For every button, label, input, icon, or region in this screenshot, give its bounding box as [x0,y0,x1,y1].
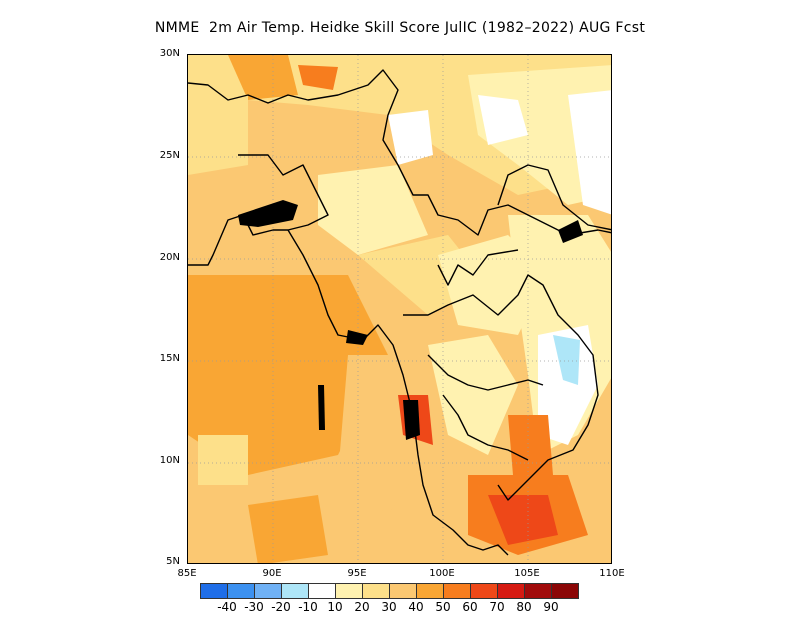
colorbar-label: 20 [354,600,370,614]
shade-region [228,55,298,100]
lat-tick-label: 30N [159,48,180,59]
map-plot-area [187,54,612,564]
shade-region [508,415,553,475]
lon-tick-label: 95E [347,568,367,579]
lon-tick-label: 105E [514,568,540,579]
colorbar-swatch [227,583,255,599]
colorbar-swatch [524,583,552,599]
shade-region [318,165,428,255]
coastline [188,69,611,236]
lat-tick-label: 20N [159,252,180,263]
colorbar-swatch [497,583,525,599]
lat-tick-label: 5N [166,556,180,567]
colorbar-label: -30 [244,600,264,614]
shade-region [388,110,433,165]
colorbar-label: 70 [489,600,505,614]
shade-region [478,95,528,145]
colorbar [200,583,579,599]
chart-title: NMME 2m Air Temp. Heidke Skill Score Jul… [154,20,646,36]
lon-tick-label: 100E [429,568,455,579]
colorbar-swatch [443,583,471,599]
shade-region [188,275,388,475]
shade-region [248,495,328,563]
shade-region [428,335,518,455]
colorbar-label: -40 [217,600,237,614]
coastline [497,164,611,231]
skill-shading [188,55,611,563]
shade-region [568,90,611,215]
shade-region [298,65,338,90]
coastline [437,249,519,286]
shade-region [488,495,558,545]
colorbar-swatch [281,583,309,599]
colorbar-swatch [335,583,363,599]
colorbar-swatch [470,583,498,599]
island-cluster [318,385,325,430]
colorbar-swatch [551,583,579,599]
colorbar-swatch [362,583,390,599]
coastline [442,394,529,461]
coastline [287,229,509,556]
colorbar-labels: -40 -30 -20 -10 10 20 30 40 50 60 70 80 90 [0,600,800,616]
colorbar-label: 40 [408,600,424,614]
shade-region [198,435,248,485]
colorbar-label: 50 [435,600,451,614]
colorbar-label: -10 [298,600,318,614]
colorbar-swatch [308,583,336,599]
shade-region [538,325,598,445]
lon-tick-label: 85E [177,568,197,579]
colorbar-label: 90 [543,600,559,614]
shade-region [553,335,580,385]
lat-tick-label: 15N [159,353,180,364]
coastlines-and-borders [188,69,611,556]
colorbar-label: 60 [462,600,478,614]
lat-tick-label: 10N [159,455,180,466]
island-cluster [403,400,420,440]
island-cluster [346,330,368,345]
colorbar-swatch [200,583,228,599]
shade-region [188,85,248,175]
lon-tick-label: 110E [599,568,625,579]
colorbar-swatch [389,583,417,599]
skill-score-map [188,55,611,563]
colorbar-swatch [416,583,444,599]
island-cluster [238,200,298,227]
lon-tick-label: 90E [262,568,282,579]
colorbar-label: -20 [271,600,291,614]
coastal-islands [238,200,583,440]
colorbar-label: 10 [327,600,343,614]
colorbar-label: 80 [516,600,532,614]
coastline [427,354,544,391]
lat-tick-label: 25N [159,150,180,161]
colorbar-swatch [254,583,282,599]
coastline [403,274,599,501]
colorbar-label: 30 [381,600,397,614]
island-cluster [558,220,583,243]
